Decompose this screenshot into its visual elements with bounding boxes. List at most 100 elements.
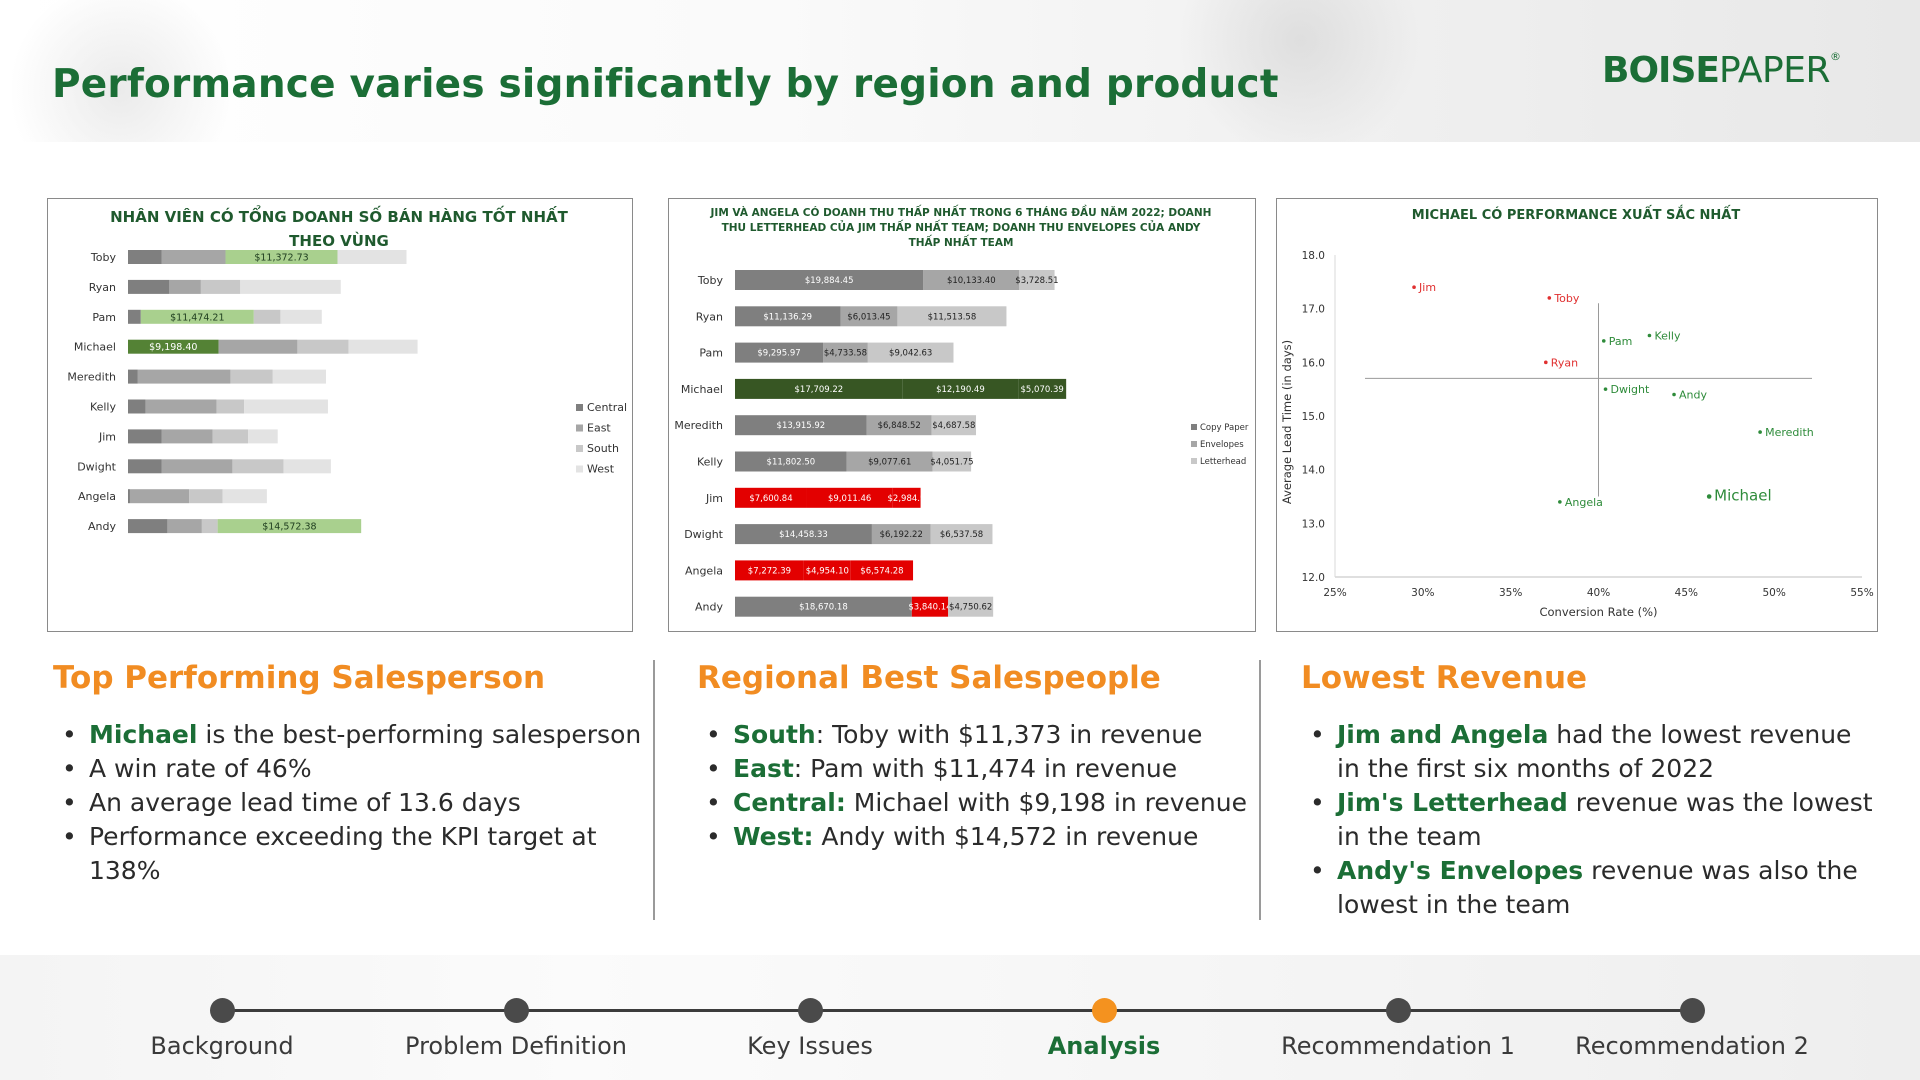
chart2-data-label: $6,013.45 [847, 312, 890, 322]
chart1-bar-segment [128, 369, 138, 384]
chart3-x-tick: 55% [1850, 587, 1873, 599]
timeline-step-label[interactable]: Problem Definition [405, 1032, 627, 1060]
chart1-bar-segment [189, 489, 223, 504]
chart3-x-label: Conversion Rate (%) [1539, 605, 1657, 619]
chart1-category-label: Meredith [67, 371, 116, 384]
list-item: A win rate of 46% [53, 752, 653, 786]
chart1-category-label: Kelly [90, 401, 117, 414]
chart2-data-label: $6,192.22 [880, 530, 923, 540]
chart1-bar-segment [272, 369, 326, 384]
chart2-category-label: Ryan [696, 310, 723, 323]
chart1-bar-segment [128, 399, 146, 414]
chart1-bar-segment [128, 519, 168, 534]
company-logo: BOISEPAPER® [1602, 50, 1841, 91]
emphasis-text: Michael [89, 720, 198, 749]
chart2-category-label: Meredith [674, 419, 723, 432]
chart1-bar-segment [129, 489, 190, 504]
timeline-step-label[interactable]: Key Issues [747, 1032, 873, 1060]
chart2-legend-swatch [1191, 441, 1197, 447]
chart2-data-label: $2,984.9 [888, 494, 926, 504]
chart1-category-label: Angela [78, 490, 116, 503]
emphasis-text: Jim and Angela [1337, 720, 1549, 749]
chart2-bar-segment [897, 306, 1007, 327]
chart2-bar-segment [806, 487, 893, 508]
regional-best-heading: Regional Best Salespeople [697, 660, 1161, 696]
chart1-bar-segment [128, 339, 219, 354]
top-performer-heading: Top Performing Salesperson [53, 660, 546, 696]
chart2-data-label: $9,042.63 [889, 349, 932, 359]
chart1-bar-segment [230, 369, 273, 384]
regional-sales-chart-svg: NHÂN VIÊN CÓ TỔNG DOANH SỐ BÁN HÀNG TỐT … [67, 204, 627, 534]
chart1-bar-segment [222, 489, 267, 504]
chart2-bar-segment [932, 451, 972, 472]
timeline-step-label[interactable]: Background [150, 1032, 294, 1060]
timeline-dot[interactable] [1680, 998, 1705, 1023]
chart1-bar-segment [297, 339, 349, 354]
chart1-legend-label: South [587, 442, 619, 455]
list-item: East: Pam with $11,474 in revenue [697, 752, 1257, 786]
chart3-point-label: Kelly [1654, 330, 1681, 343]
chart1-legend-label: East [587, 422, 611, 435]
bullet-text: Andy with $14,572 in revenue [813, 822, 1199, 851]
chart1-category-label: Michael [74, 341, 116, 354]
chart1-bar-segment [140, 309, 254, 324]
chart3-y-tick: 16.0 [1302, 357, 1325, 369]
chart1-data-label: $11,372.73 [254, 253, 308, 264]
timeline-dot[interactable] [504, 998, 529, 1023]
chart2-data-label: $19,884.45 [805, 276, 854, 286]
chart3-y-tick: 14.0 [1302, 465, 1325, 477]
timeline-dot[interactable] [798, 998, 823, 1023]
chart2-data-label: $3,840.14 [908, 603, 951, 613]
lowest-revenue-section: Lowest Revenue Jim and Angela had the lo… [1301, 660, 1881, 922]
timeline-dot[interactable] [210, 998, 235, 1023]
chart2-category-label: Toby [697, 274, 724, 287]
chart1-bar-segment [128, 459, 162, 474]
chart1-bar-segment [217, 519, 362, 534]
chart2-category-label: Andy [695, 601, 723, 614]
chart1-bar-segment [161, 459, 233, 474]
chart2-data-label: $9,295.97 [757, 349, 800, 359]
timeline-dot[interactable] [1386, 998, 1411, 1023]
chart2-legend-swatch [1191, 424, 1197, 430]
chart2-data-label: $13,915.92 [777, 421, 826, 431]
bullet-text: revenue was the lowest in the team [1337, 788, 1873, 851]
chart2-legend-label: Envelopes [1200, 440, 1244, 450]
chart3-point [1601, 339, 1606, 343]
chart1-category-label: Toby [90, 251, 117, 264]
logo-bold: BOISE [1602, 50, 1720, 91]
chart2-data-label: $12,190.49 [936, 385, 985, 395]
chart1-data-label: $9,198.40 [149, 342, 197, 353]
chart2-data-label: $4,733.58 [824, 349, 867, 359]
chart2-bar-segment [911, 596, 949, 617]
chart2-bar-segment [735, 487, 807, 508]
chart1-bar-segment [161, 250, 226, 264]
chart1-bar-segment [240, 279, 341, 294]
chart3-point-label: Angela [1565, 496, 1603, 509]
chart3-point-label: Ryan [1551, 356, 1578, 369]
chart1-bar-segment [280, 309, 322, 324]
chart2-bar-segment [735, 560, 804, 581]
chart1-bar-segment [145, 399, 217, 414]
chart1-bar-segment [218, 339, 298, 354]
chart1-bar-segment [348, 339, 418, 354]
chart2-data-label: $18,670.18 [799, 603, 848, 613]
chart2-category-label: Pam [699, 347, 723, 360]
chart2-data-label: $11,513.58 [928, 312, 977, 322]
chart2-bar-segment [931, 415, 977, 436]
timeline-step-label[interactable]: Recommendation 2 [1575, 1032, 1809, 1060]
chart2-data-label: $4,954.10 [806, 566, 849, 576]
timeline-step-label[interactable]: Analysis [1047, 1032, 1161, 1060]
chart3-point [1758, 430, 1762, 434]
chart1-category-label: Ryan [89, 281, 116, 294]
chart1-bar-segment [244, 399, 328, 414]
chart1-bar-segment [232, 459, 284, 474]
chart2-bar-segment [735, 451, 847, 472]
timeline-step-label[interactable]: Recommendation 1 [1281, 1032, 1515, 1060]
chart2-data-label: $4,750.62 [949, 603, 992, 613]
chart2-data-label: $10,133.40 [947, 276, 996, 286]
list-item: South: Toby with $11,373 in revenue [697, 718, 1257, 752]
timeline-dot[interactable] [1092, 998, 1117, 1023]
list-item: Performance exceeding the KPI target at … [53, 820, 653, 888]
regional-best-list: South: Toby with $11,373 in revenue East… [697, 718, 1257, 854]
chart2-bar-segment [902, 378, 1019, 399]
